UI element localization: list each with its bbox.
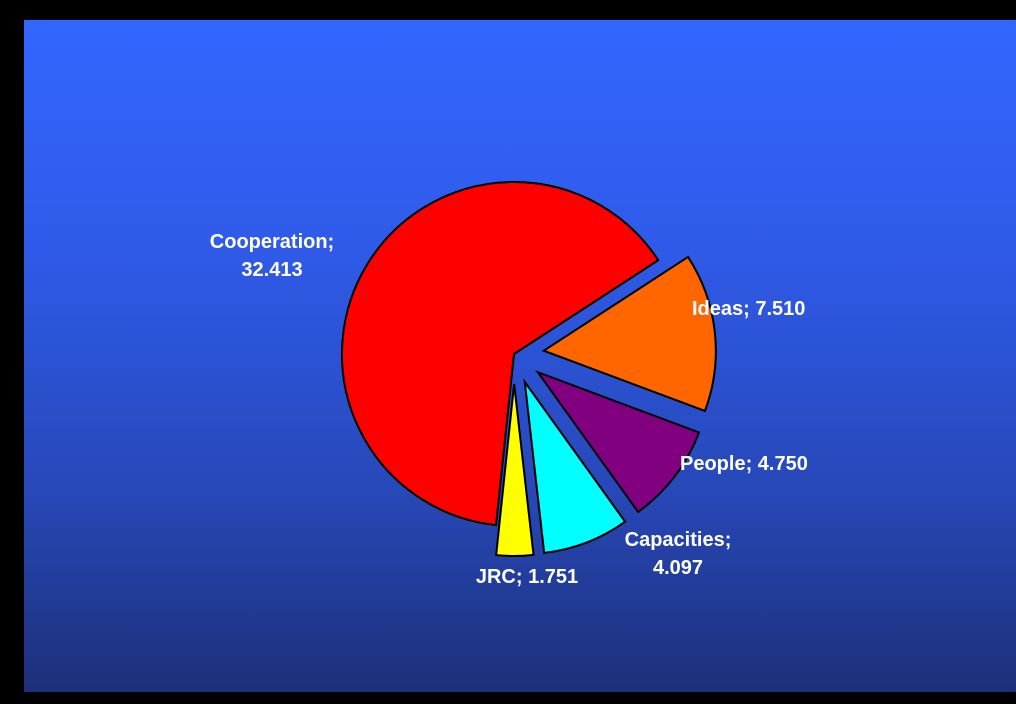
data-label-capacities: Capacities; 4.097 bbox=[625, 529, 732, 579]
pie-slice-ideas bbox=[541, 255, 717, 413]
data-label-line1: Cooperation; bbox=[210, 231, 334, 253]
data-label-line2: 32.413 bbox=[241, 259, 302, 281]
data-label-line2: 4.097 bbox=[653, 557, 703, 579]
data-label-line1: Ideas; 7.510 bbox=[692, 298, 805, 320]
data-label-ideas: Ideas; 7.510 bbox=[692, 298, 805, 320]
pie-slice-capacities bbox=[523, 378, 627, 555]
data-label-people: People; 4.750 bbox=[680, 453, 808, 475]
pie-slice-jrc bbox=[495, 383, 535, 557]
data-label-line1: JRC; 1.751 bbox=[476, 566, 578, 588]
data-label-line1: Capacities; bbox=[625, 529, 732, 551]
slide-background bbox=[24, 20, 1016, 692]
data-label-cooperation: Cooperation; 32.413 bbox=[210, 231, 334, 281]
pie-slice-people bbox=[535, 370, 701, 514]
pie-slice-cooperation bbox=[341, 181, 660, 527]
data-label-jrc: JRC; 1.751 bbox=[476, 566, 578, 588]
data-label-line1: People; 4.750 bbox=[680, 453, 808, 475]
